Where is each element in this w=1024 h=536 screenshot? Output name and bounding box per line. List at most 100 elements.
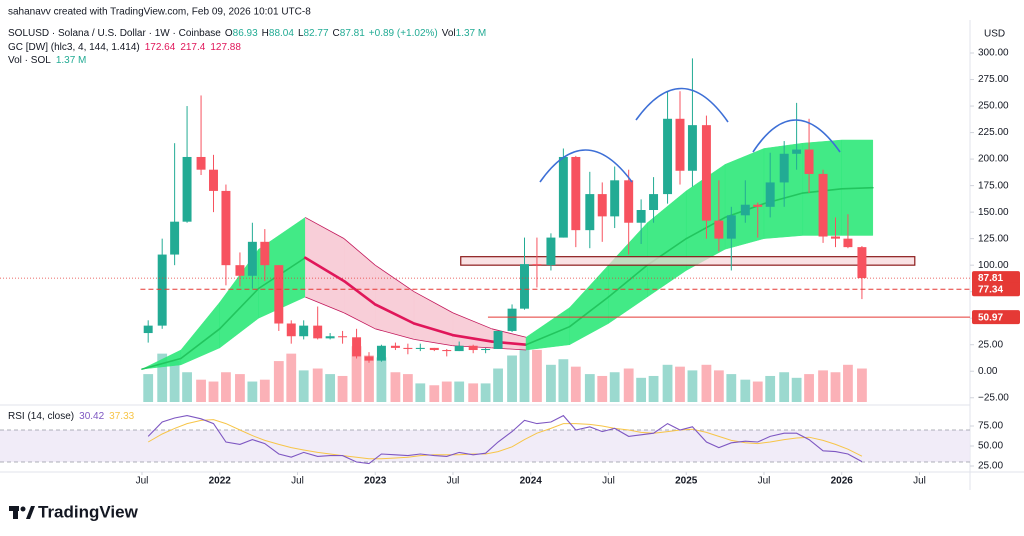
candle-body bbox=[260, 241, 270, 266]
volume-bar bbox=[390, 372, 401, 402]
volume-bar bbox=[558, 359, 569, 402]
vol-title: Vol · SOL bbox=[8, 55, 51, 66]
rsi-legend: RSI (14, close) 30.42 37.33 bbox=[8, 411, 135, 422]
candle-body bbox=[247, 241, 257, 276]
volume-bar bbox=[429, 385, 440, 402]
candle-body bbox=[818, 173, 828, 237]
volume-bar bbox=[687, 370, 698, 402]
field-value: 82.77 bbox=[304, 28, 329, 39]
candle-body bbox=[843, 238, 853, 248]
candle-body bbox=[454, 345, 464, 352]
volume-bar bbox=[636, 377, 647, 402]
gc-value: 172.64 bbox=[145, 42, 176, 53]
volume-bar bbox=[675, 366, 685, 402]
gc-mid bbox=[373, 303, 416, 325]
legend-line: SOLUSD · Solana / U.S. Dollar · 1W · Coi… bbox=[8, 28, 486, 39]
gc-mid bbox=[218, 287, 260, 330]
candle-body bbox=[286, 323, 296, 337]
volume-bar bbox=[337, 375, 348, 402]
price-level-box bbox=[972, 310, 1020, 325]
rsi-ma-value: 37.33 bbox=[109, 411, 134, 422]
y-tick-label: 225.00 bbox=[978, 127, 1009, 138]
volume-bar bbox=[779, 372, 790, 402]
candle-body bbox=[520, 264, 529, 309]
y-tick-label: 125.00 bbox=[978, 233, 1009, 244]
candle-body bbox=[779, 153, 789, 183]
gc-value: 127.88 bbox=[210, 42, 241, 53]
x-tick-label: Jul bbox=[913, 476, 926, 487]
rsi-tick-label: 75.00 bbox=[978, 421, 1003, 432]
volume-bar bbox=[546, 364, 556, 402]
volume-bar bbox=[804, 374, 814, 402]
candle-body bbox=[636, 210, 646, 223]
candle-body bbox=[558, 156, 568, 238]
gc-value: 217.4 bbox=[180, 42, 205, 53]
volume-bar bbox=[312, 368, 323, 402]
x-tick-label: 2023 bbox=[364, 476, 387, 487]
volume-bar bbox=[351, 346, 362, 402]
rsi-tick-label: 50.00 bbox=[978, 441, 1003, 452]
panes bbox=[141, 58, 916, 402]
gc-lower-edge bbox=[375, 328, 415, 340]
x-tick-label: 2022 bbox=[209, 476, 232, 487]
gc-mid bbox=[525, 325, 571, 346]
volume-bar bbox=[597, 375, 608, 402]
vol-value: 1.37 M bbox=[456, 28, 487, 39]
candle-body bbox=[624, 180, 634, 223]
y-tick-label: 0.00 bbox=[978, 366, 998, 377]
candle-body bbox=[507, 308, 517, 331]
volume-bar bbox=[623, 368, 634, 402]
volume-bar bbox=[507, 355, 517, 402]
volume-bar bbox=[843, 364, 853, 402]
candle-body bbox=[338, 336, 348, 338]
x-tick-label: Jul bbox=[291, 476, 304, 487]
candle-body bbox=[182, 156, 192, 222]
candle-body bbox=[765, 182, 775, 207]
candle-body bbox=[157, 254, 167, 326]
volume-bar bbox=[221, 372, 231, 402]
gc-mid bbox=[342, 279, 377, 306]
candle-body bbox=[610, 180, 620, 217]
x-tick-label: 2026 bbox=[831, 476, 854, 487]
gc-mid bbox=[303, 256, 346, 283]
x-tick-label: 2024 bbox=[520, 476, 543, 487]
candle-body bbox=[857, 247, 867, 279]
candle-body bbox=[415, 347, 425, 349]
candle-body bbox=[468, 345, 478, 351]
volume-bar bbox=[818, 370, 828, 402]
volume-bar bbox=[196, 379, 206, 402]
gc-mid bbox=[451, 333, 494, 343]
volume-bar bbox=[298, 370, 309, 402]
volume-bar bbox=[857, 368, 867, 402]
gc-mid bbox=[141, 357, 182, 370]
vol-legend: Vol · SOL 1.37 M bbox=[8, 55, 86, 66]
field-label: H bbox=[262, 28, 269, 39]
credit: sahanavv created with TradingView.com, F… bbox=[8, 7, 311, 18]
gc-mid bbox=[412, 322, 455, 337]
price-level-box bbox=[972, 282, 1020, 297]
field-label: L bbox=[298, 28, 304, 39]
volume-bar bbox=[609, 372, 620, 402]
candle-body bbox=[726, 215, 736, 239]
x-tick-label: Jul bbox=[602, 476, 615, 487]
vol-value: 1.37 M bbox=[56, 55, 87, 66]
price-level-box bbox=[972, 271, 1020, 286]
volume-bar bbox=[468, 383, 479, 402]
gc-legend: GC [DW] (hlc3, 4, 144, 1.414) 172.64 217.4… bbox=[8, 42, 241, 53]
gc-mid bbox=[180, 328, 221, 360]
candle-body bbox=[196, 156, 206, 170]
x-tick-label: Jul bbox=[136, 476, 149, 487]
volume-bar bbox=[584, 374, 595, 402]
volume-bar bbox=[143, 374, 154, 402]
left-shoulder-arc bbox=[539, 149, 633, 183]
price-pane bbox=[141, 58, 916, 402]
candle-body bbox=[235, 265, 245, 276]
gc-mid bbox=[607, 264, 649, 298]
support-zone bbox=[460, 256, 916, 266]
candle-body bbox=[143, 325, 153, 334]
volume-bar bbox=[830, 372, 841, 402]
candle-body bbox=[170, 221, 180, 255]
candle-body bbox=[792, 149, 802, 154]
x-tick-label: Jul bbox=[758, 476, 771, 487]
